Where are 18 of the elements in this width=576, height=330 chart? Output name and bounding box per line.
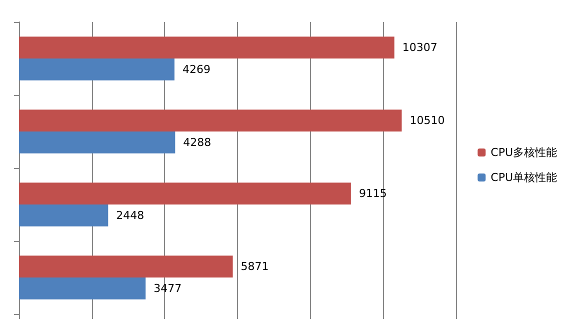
bar	[19, 36, 394, 58]
data-label: 5871	[240, 260, 269, 274]
bar	[19, 182, 351, 204]
data-label: 3477	[154, 282, 182, 295]
bar	[19, 110, 402, 132]
bar	[19, 204, 108, 226]
bar	[19, 278, 146, 300]
data-label: 4269	[182, 62, 210, 76]
data-label: 9115	[358, 187, 387, 200]
data-label: 4288	[183, 136, 212, 149]
data-label: 2448	[116, 208, 144, 222]
bar	[19, 256, 233, 278]
bar	[19, 132, 176, 154]
bar	[19, 58, 174, 80]
legend-label: CPU单核性能	[490, 171, 558, 184]
data-label: 10307	[402, 41, 438, 54]
data-label: 10510	[410, 114, 445, 128]
legend-label: CPU多核性能	[490, 146, 558, 159]
